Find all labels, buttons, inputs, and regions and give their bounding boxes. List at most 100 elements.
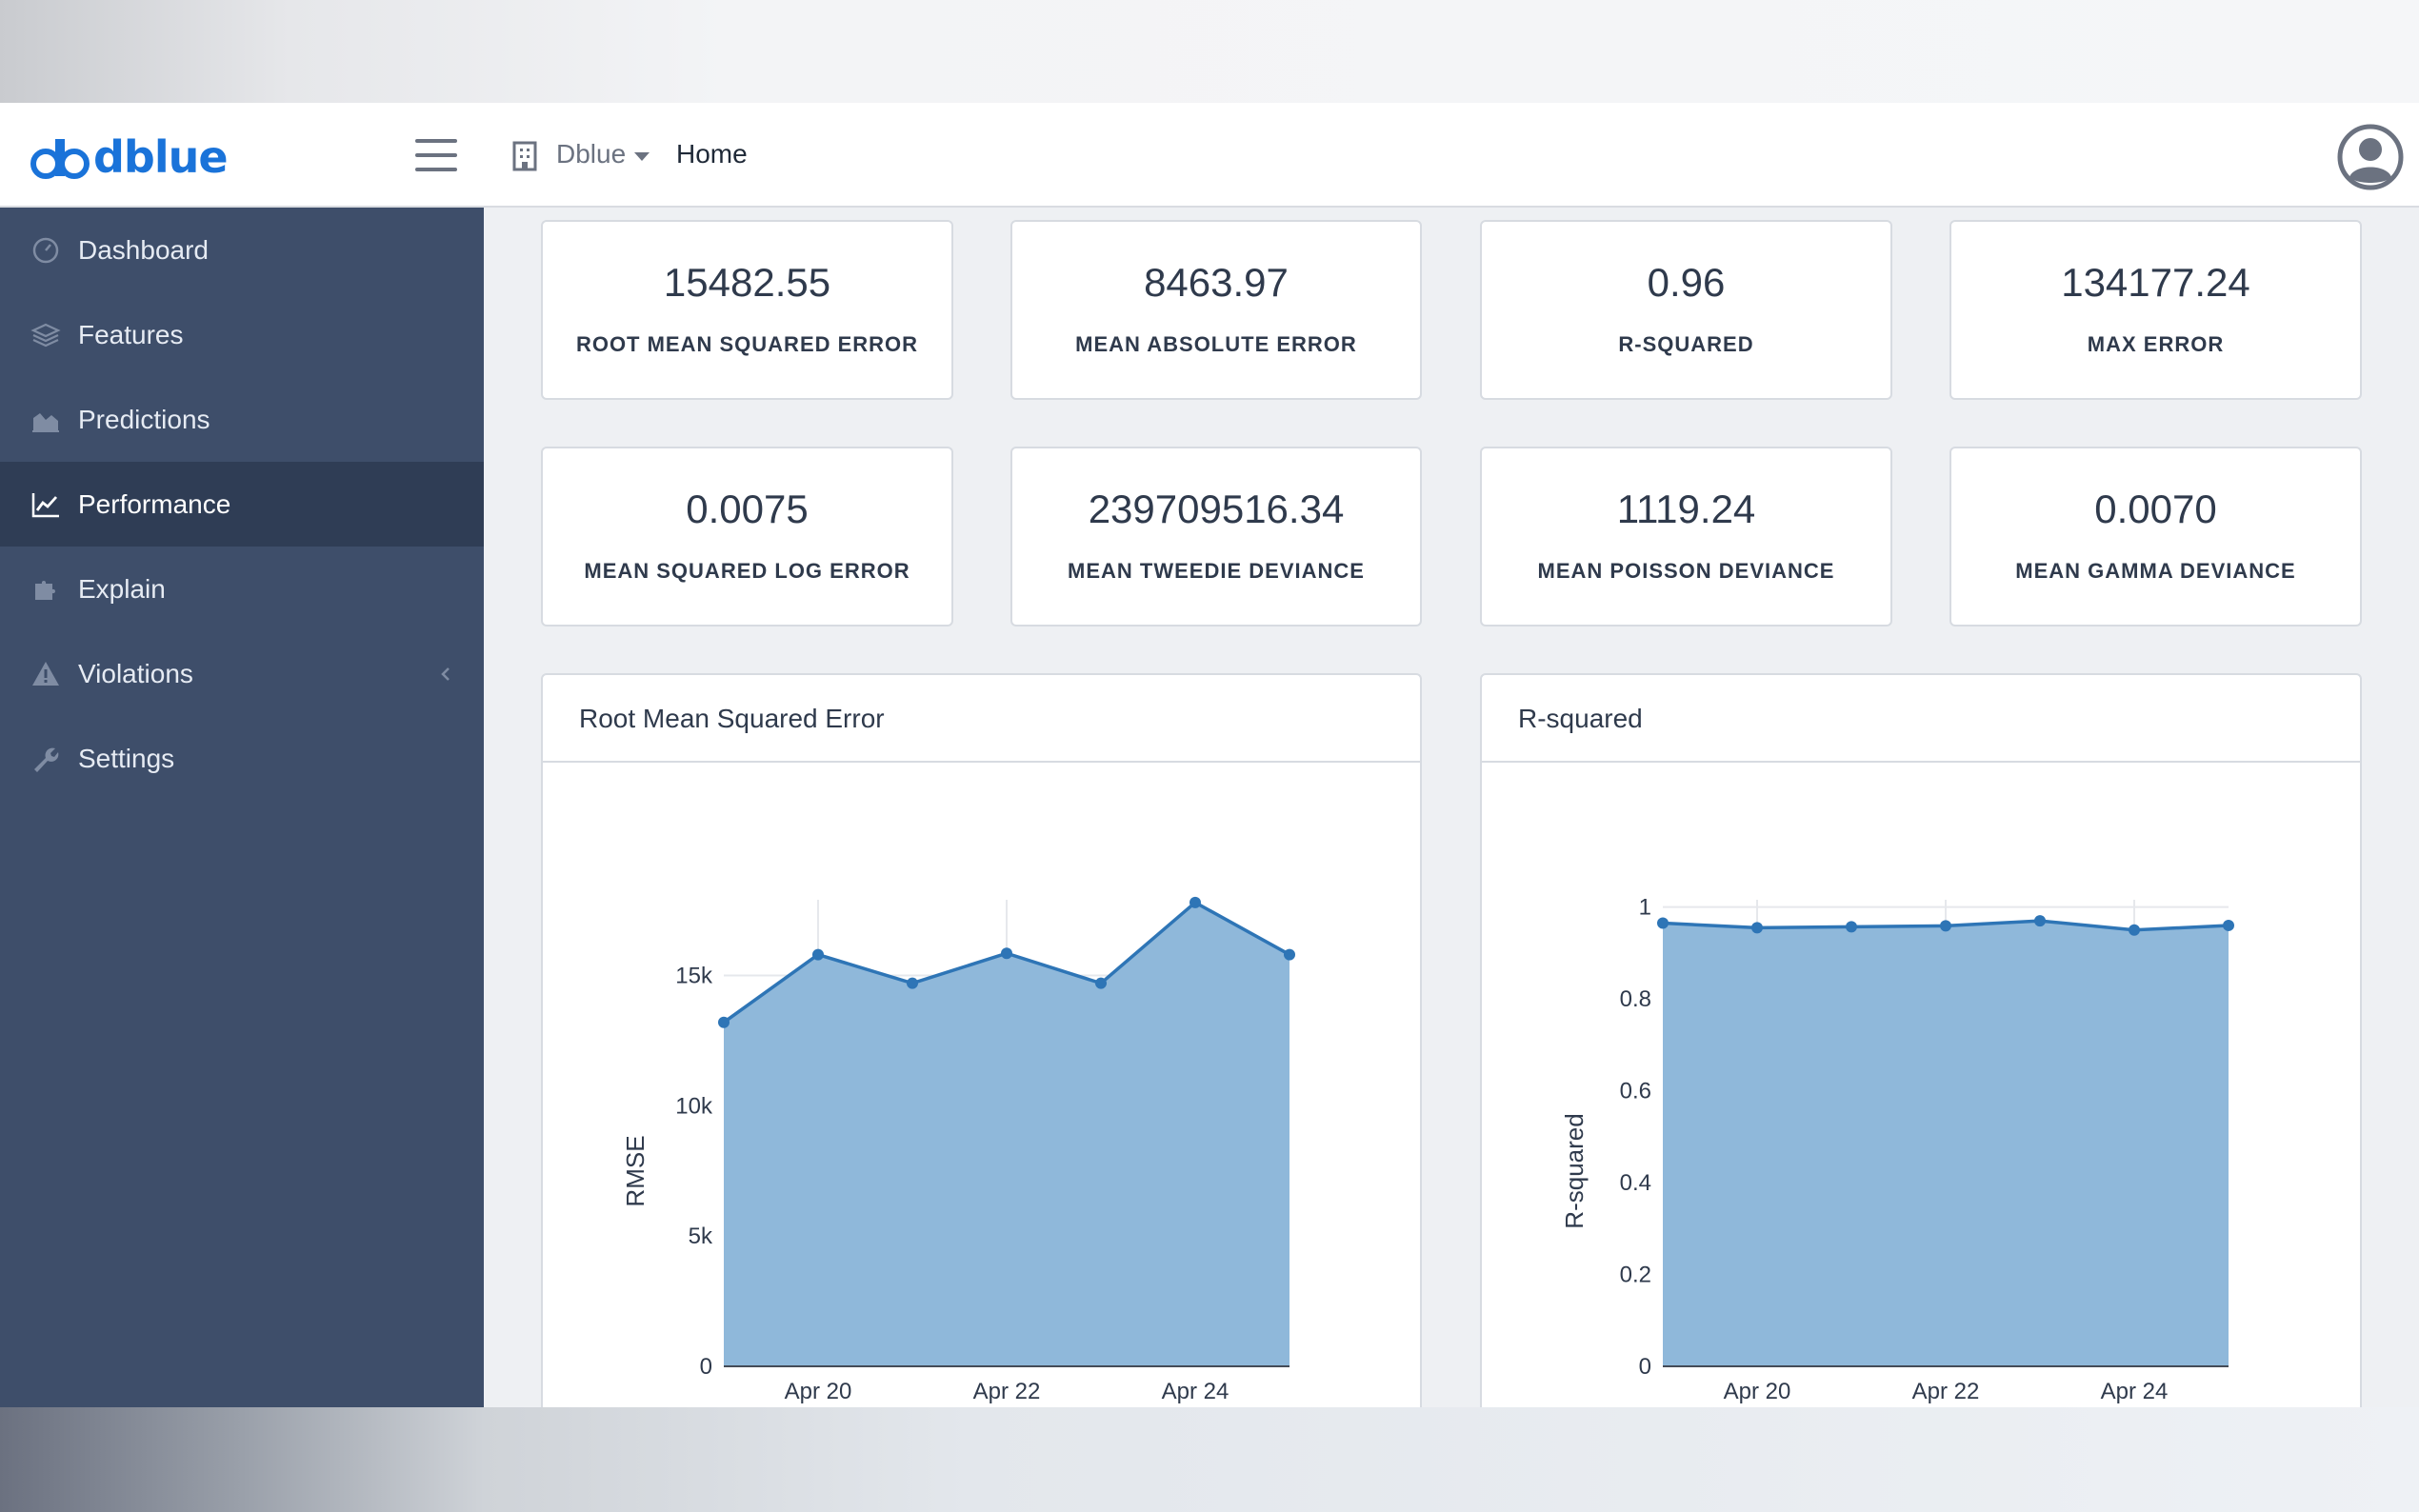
sidebar-item-label: Explain [78, 573, 166, 604]
caret-down-icon[interactable] [634, 152, 650, 161]
user-avatar-icon[interactable] [2337, 124, 2404, 190]
x-tick-label: Apr 24 [2101, 1379, 2169, 1404]
menu-toggle-icon[interactable] [415, 139, 457, 171]
rmse-area-chart[interactable]: Apr 20 Apr 22 Apr 24 0 5k 10k 15k RMSE [543, 765, 1420, 1407]
sidebar-item-explain[interactable]: Explain [0, 547, 484, 631]
x-tick-label: Apr 22 [973, 1379, 1041, 1404]
metric-card-gamma: 0.0070 MEAN GAMMA DEVIANCE [1949, 447, 2362, 627]
data-point[interactable] [1095, 977, 1107, 989]
warning-icon [32, 661, 59, 686]
chart-card-r-squared: R-squared Apr 20 Apr 22 Apr 24 0 0.2 0.4 0.6 0.… [1480, 673, 2362, 1407]
sidebar-item-label: Dashboard [78, 234, 209, 265]
metric-label: MEAN ABSOLUTE ERROR [1075, 332, 1357, 356]
metric-label: MEAN POISSON DEVIANCE [1537, 559, 1835, 583]
y-tick-label: 0.2 [1620, 1263, 1651, 1288]
background-bottom-blur [0, 1407, 2419, 1512]
sidebar: Dashboard Features Predictions Performan… [0, 208, 484, 1407]
y-tick-label: 10k [675, 1093, 713, 1119]
puzzle-icon [35, 580, 55, 600]
metric-value: 134177.24 [2061, 260, 2250, 305]
building-icon [512, 141, 537, 171]
area-chart-icon [32, 412, 59, 432]
metric-value: 0.0075 [686, 487, 809, 531]
brand-logo[interactable]: dblue [29, 131, 229, 183]
chart-card-rmse: Root Mean Squared Error Apr 20 Apr 22 Apr … [541, 673, 1422, 1407]
org-dropdown[interactable]: Dblue [556, 139, 627, 169]
data-point[interactable] [2034, 915, 2046, 927]
metric-value: 1119.24 [1616, 487, 1756, 531]
chart-title: R-squared [1518, 704, 1643, 733]
data-point[interactable] [1001, 947, 1012, 960]
sidebar-item-label: Predictions [78, 404, 210, 434]
sidebar-item-features[interactable]: Features [0, 292, 484, 377]
metric-value: 239709516.34 [1088, 487, 1345, 531]
x-tick-label: Apr 20 [1724, 1379, 1791, 1404]
metric-label: ROOT MEAN SQUARED ERROR [575, 332, 919, 356]
metric-card-max-error: 134177.24 MAX ERROR [1949, 220, 2362, 400]
metric-value: 0.96 [1647, 260, 1726, 305]
line-chart-icon [31, 492, 59, 517]
dashboard-gauge-icon [32, 237, 59, 263]
x-tick-label: Apr 24 [1162, 1379, 1229, 1404]
y-tick-label: 5k [689, 1224, 713, 1249]
metric-label: MEAN GAMMA DEVIANCE [2015, 559, 2296, 583]
y-tick-label: 0.6 [1620, 1079, 1651, 1104]
sidebar-item-violations[interactable]: Violations [0, 631, 484, 716]
y-tick-label: 0.8 [1620, 986, 1651, 1012]
x-tick-label: Apr 22 [1912, 1379, 1980, 1404]
metric-value: 0.0070 [2094, 487, 2217, 531]
sidebar-item-label: Performance [78, 488, 231, 519]
data-point[interactable] [812, 948, 824, 961]
metric-card-tweedie: 239709516.34 MEAN TWEEDIE DEVIANCE [1010, 447, 1422, 627]
r-squared-area-chart[interactable]: Apr 20 Apr 22 Apr 24 0 0.2 0.4 0.6 0.8 1 R-square… [1482, 765, 2360, 1407]
y-tick-label: 1 [1639, 895, 1651, 921]
metric-value: 8463.97 [1144, 260, 1289, 305]
x-tick-label: Apr 20 [785, 1379, 852, 1404]
data-point[interactable] [1657, 917, 1669, 929]
series-area [1663, 921, 2229, 1366]
metric-card-rmse: 15482.55 ROOT MEAN SQUARED ERROR [541, 220, 953, 400]
data-point[interactable] [718, 1016, 730, 1028]
data-point[interactable] [907, 977, 918, 989]
data-point[interactable] [2129, 924, 2140, 936]
data-point[interactable] [1846, 921, 1857, 933]
y-tick-label: 15k [675, 963, 713, 988]
metric-card-poisson: 1119.24 MEAN POISSON DEVIANCE [1480, 447, 1892, 627]
y-tick-label: 0.4 [1620, 1170, 1651, 1196]
sidebar-item-performance[interactable]: Performance [0, 462, 484, 547]
sidebar-item-settings[interactable]: Settings [0, 716, 484, 801]
sidebar-item-label: Violations [78, 658, 193, 688]
layers-icon [30, 323, 61, 347]
sidebar-item-label: Features [78, 319, 184, 349]
y-axis-title: R-squared [1560, 1113, 1589, 1228]
data-point[interactable] [2223, 919, 2234, 931]
sidebar-item-label: Settings [78, 743, 175, 773]
data-point[interactable] [1940, 920, 1951, 932]
y-tick-label: 0 [1639, 1354, 1651, 1380]
metric-label: MEAN TWEEDIE DEVIANCE [1068, 559, 1365, 583]
metric-card-r-squared: 0.96 R-SQUARED [1480, 220, 1892, 400]
brand-name: dblue [93, 131, 229, 183]
chart-header: Root Mean Squared Error [543, 675, 1420, 763]
dblue-logo-icon [30, 139, 90, 179]
chart-header: R-squared [1482, 675, 2360, 763]
metric-card-msle: 0.0075 MEAN SQUARED LOG ERROR [541, 447, 953, 627]
app-window: dblue Dblue Home Dashboard [0, 103, 2419, 1407]
metric-label: MEAN SQUARED LOG ERROR [584, 559, 910, 583]
breadcrumb-home[interactable]: Home [676, 139, 748, 169]
data-point[interactable] [1190, 896, 1201, 908]
y-tick-label: 0 [700, 1354, 712, 1380]
data-point[interactable] [1284, 948, 1295, 961]
chevron-left-icon[interactable] [440, 666, 451, 683]
metric-value: 15482.55 [663, 260, 831, 305]
sidebar-item-predictions[interactable]: Predictions [0, 377, 484, 462]
metric-label: R-SQUARED [1618, 332, 1754, 356]
chart-title: Root Mean Squared Error [579, 704, 885, 733]
data-point[interactable] [1751, 922, 1763, 934]
wrench-icon [34, 747, 59, 772]
background-top-blur [0, 0, 2419, 103]
series-area [724, 902, 1289, 1366]
sidebar-item-dashboard[interactable]: Dashboard [0, 208, 484, 292]
metric-label: MAX ERROR [2087, 332, 2225, 356]
y-axis-title: RMSE [621, 1135, 650, 1206]
